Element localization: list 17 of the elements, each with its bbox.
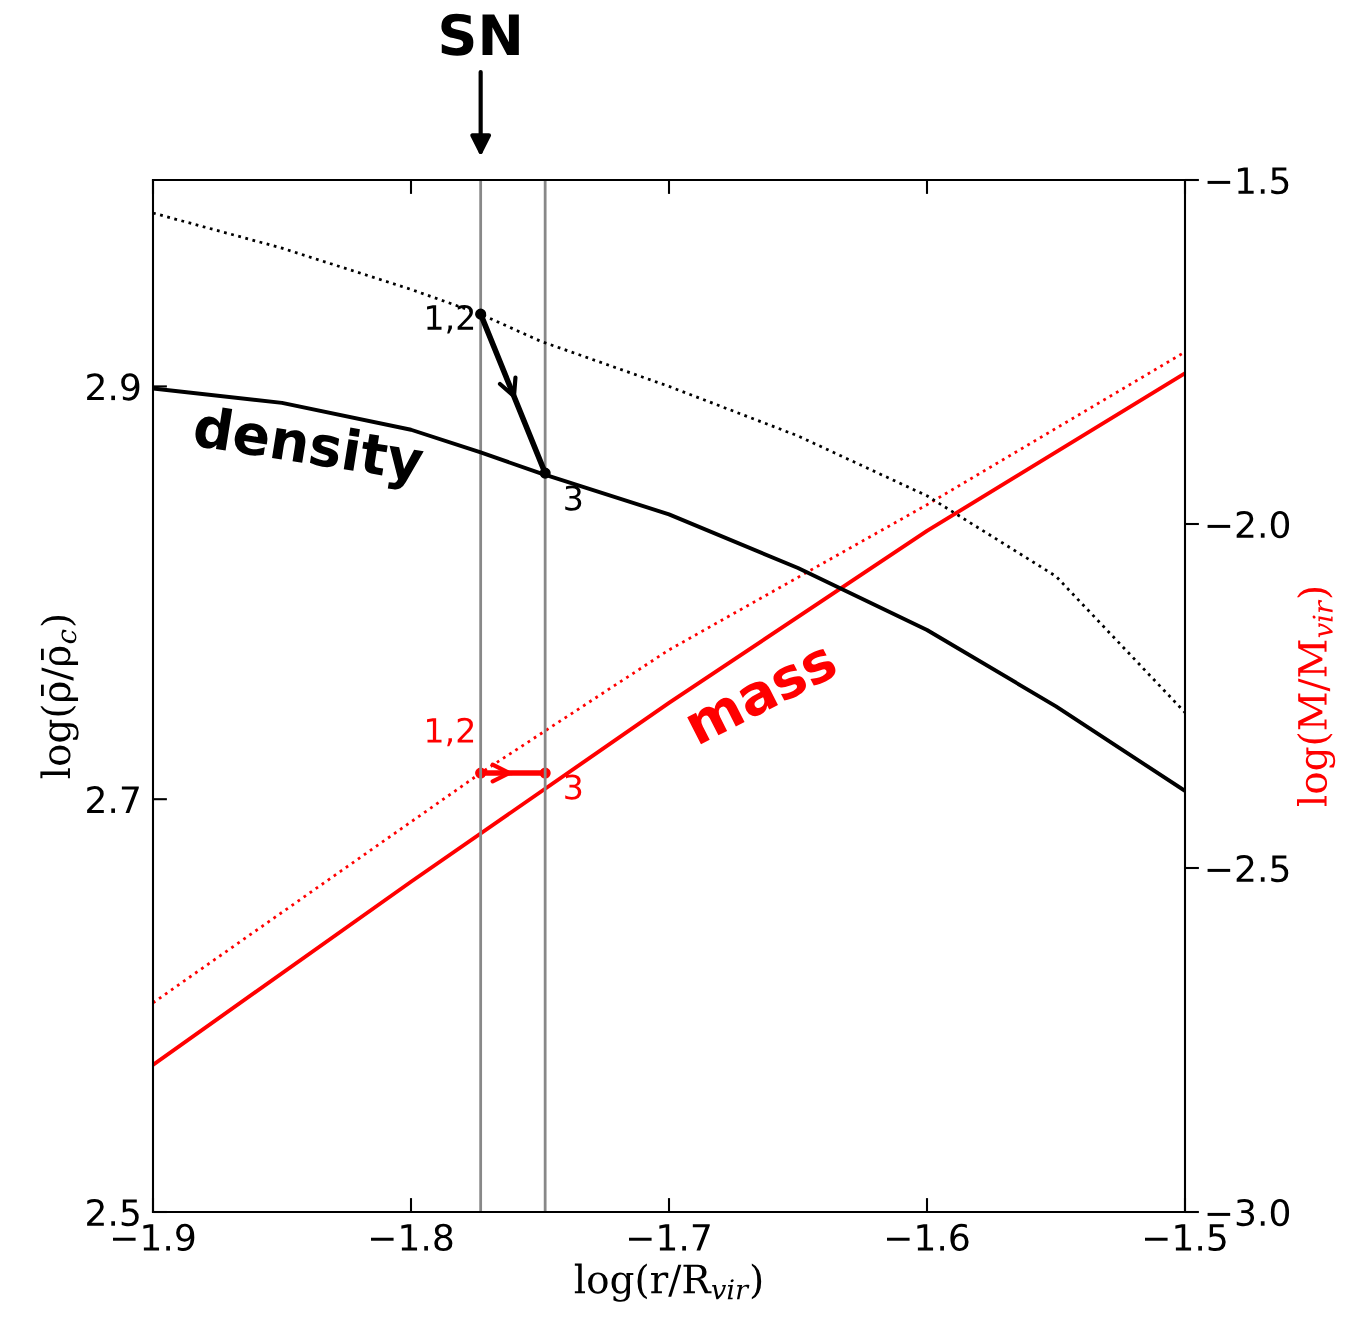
- annotation: density: [191, 403, 426, 494]
- y2-tick-label: −2.0: [1207, 510, 1290, 539]
- x-tick-label: −1.8: [370, 1223, 453, 1252]
- y-tick-label: 2.9: [87, 373, 140, 401]
- y2-axis-title: log(M/M$_{vir}$): [1296, 588, 1336, 807]
- x-tick-label: −1.7: [628, 1224, 710, 1251]
- annotation: 3: [565, 774, 582, 800]
- annotation: 1,2: [427, 304, 474, 334]
- y2-tick-label: −1.5: [1207, 167, 1289, 195]
- y-tick-label: 2.7: [87, 786, 139, 813]
- x-tick-label: −1.6: [886, 1223, 969, 1252]
- y-axis-title: log(ρ̄/ρ̄$_{c}$): [40, 615, 79, 779]
- annotation: 1,2: [427, 717, 474, 747]
- ref-line-label: SN: [441, 13, 519, 56]
- annotation: 3: [565, 485, 582, 511]
- x-axis-title: log(r/R$_{vir}$): [574, 1263, 762, 1302]
- y2-tick-label: −2.5: [1207, 854, 1289, 883]
